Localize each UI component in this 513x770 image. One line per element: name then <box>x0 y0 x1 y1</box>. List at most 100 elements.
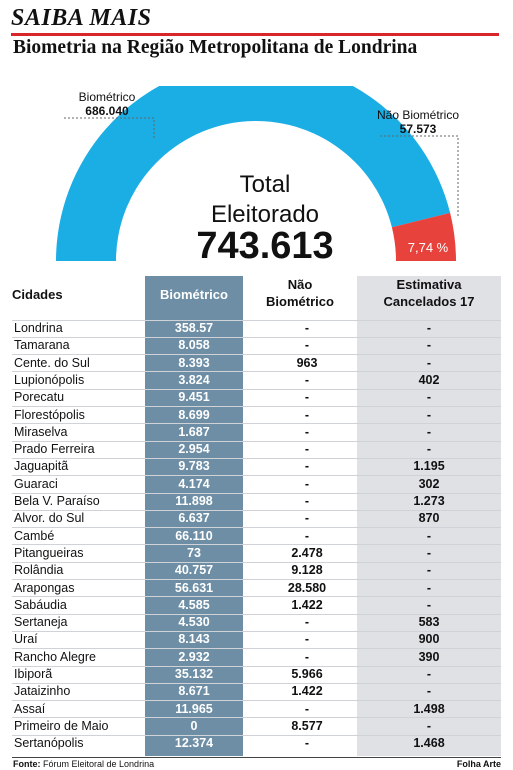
cell-non-biometric: - <box>304 736 310 751</box>
cell-city: Jaguapitã <box>14 459 69 474</box>
slice-biometric <box>56 86 451 261</box>
cell-estimate: - <box>426 390 432 405</box>
cell-estimate: 1.498 <box>413 701 445 716</box>
cell-estimate: 1.273 <box>413 494 445 508</box>
cell-city: Lupionópolis <box>14 372 85 387</box>
leader-non-biometric <box>380 135 459 218</box>
total-label-line1: Total <box>240 171 291 198</box>
cell-biometric: 12.374 <box>174 736 214 751</box>
cell-estimate: - <box>426 338 432 353</box>
cell-estimate: - <box>426 580 432 595</box>
cell-city: Sabáudia <box>14 597 67 612</box>
cell-non-biometric: - <box>304 632 310 647</box>
cell-city: Guaraci <box>14 476 58 491</box>
table-row: Rancho Alegre 2.932 - 390 <box>12 649 501 666</box>
source-text: Fórum Eleitoral de Londrina <box>43 759 155 769</box>
cell-biometric: 11.898 <box>175 494 213 508</box>
cell-city: Ibiporã <box>14 667 53 681</box>
cell-estimate: - <box>426 355 432 370</box>
table-row: Tamarana 8.058 - - <box>12 337 501 354</box>
header-cities: Cidades <box>12 287 63 302</box>
percent-non-biometric: 7,74 % <box>408 240 449 255</box>
table-row: Jaguapitã 9.783 - 1.195 <box>12 458 501 475</box>
biometric-column-bg <box>145 276 243 756</box>
cell-estimate: - <box>426 545 432 560</box>
cell-non-biometric: - <box>304 701 310 716</box>
kicker-rule <box>11 33 499 36</box>
table-row: Miraselva 1.687 - - <box>12 424 501 441</box>
row-divider <box>12 544 501 546</box>
cell-city: Rancho Alegre <box>14 649 97 664</box>
cell-city: Tamarana <box>14 338 70 353</box>
cell-estimate: 302 <box>418 476 440 491</box>
table-row: Porecatu 9.451 - - <box>12 389 501 406</box>
cell-non-biometric: 9.128 <box>291 563 323 578</box>
cell-estimate: - <box>426 424 432 439</box>
row-divider <box>12 492 501 494</box>
table-row: Pitangueiras 73 2.478 - <box>12 545 501 562</box>
table-row: Rolândia 40.757 9.128 - <box>12 562 501 579</box>
cell-non-biometric: - <box>304 390 310 405</box>
cell-city: Londrina <box>14 321 63 335</box>
cell-estimate: - <box>426 597 432 612</box>
row-divider <box>12 665 501 667</box>
cell-biometric: 8.143 <box>178 632 210 647</box>
source-note: Fonte: Fórum Eleitoral de Londrina <box>13 759 154 769</box>
cell-biometric: 1.687 <box>178 424 210 439</box>
row-divider <box>12 423 501 425</box>
table-row: Cente. do Sul 8.393 963 - <box>12 355 501 372</box>
cell-estimate: - <box>426 442 432 457</box>
source-label: Fonte: <box>13 759 41 769</box>
table-row: Florestópolis 8.699 - - <box>12 407 501 424</box>
row-divider <box>12 648 501 650</box>
leader-biometric <box>64 117 155 138</box>
cell-estimate: - <box>426 407 432 422</box>
cell-estimate: 402 <box>418 372 440 387</box>
cell-city: Sertanópolis <box>14 736 84 751</box>
cell-city: Arapongas <box>14 580 75 595</box>
row-divider <box>12 371 501 373</box>
cell-non-biometric: - <box>304 476 310 491</box>
cell-estimate: - <box>426 563 432 578</box>
row-divider <box>12 319 501 321</box>
cell-non-biometric: - <box>304 459 310 474</box>
table-row: Bela V. Paraíso 11.898 - 1.273 <box>12 493 501 510</box>
cell-biometric: 8.699 <box>178 407 210 422</box>
cell-city: Prado Ferreira <box>14 442 95 457</box>
row-divider <box>12 700 501 702</box>
header-estimate-line1: Estimativa <box>396 277 462 292</box>
footer-rule <box>12 757 501 758</box>
row-divider <box>12 354 501 356</box>
cell-non-biometric: 28.580 <box>287 580 327 595</box>
callout-non-biometric-value: 57.573 <box>400 122 437 136</box>
row-divider <box>12 336 501 338</box>
row-divider <box>12 509 501 511</box>
cell-non-biometric: 8.577 <box>291 718 323 733</box>
cell-non-biometric: 1.422 <box>291 684 323 699</box>
cell-biometric: 2.932 <box>178 649 210 664</box>
page-title: Biometria na Região Metropolitana de Lon… <box>13 37 418 58</box>
header-non-biometric-line2: Biométrico <box>266 294 334 309</box>
table-row: Ibiporã 35.132 5.966 - <box>12 666 501 683</box>
cell-non-biometric: - <box>304 424 310 439</box>
row-divider <box>12 457 501 459</box>
callout-biometric-value: 686.040 <box>85 104 129 118</box>
cell-biometric: 4.585 <box>178 597 210 612</box>
row-divider <box>12 613 501 615</box>
total-label-line2: Eleitorado <box>211 201 319 228</box>
estimate-column-bg <box>357 276 501 756</box>
row-divider <box>12 630 501 632</box>
cell-biometric: 0 <box>190 718 198 733</box>
cell-city: Sertaneja <box>14 615 68 630</box>
table-row: Cambé 66.110 - - <box>12 528 501 545</box>
cell-non-biometric: - <box>304 615 310 630</box>
cell-estimate: 870 <box>418 511 440 526</box>
cell-estimate: - <box>426 528 432 543</box>
cell-estimate: - <box>426 684 432 699</box>
header-biometric: Biométrico <box>160 287 228 302</box>
table-row: Sertaneja 4.530 - 583 <box>12 614 501 631</box>
cell-biometric: 73 <box>187 545 201 560</box>
cell-non-biometric: - <box>304 372 310 387</box>
cell-biometric: 3.824 <box>178 372 210 387</box>
